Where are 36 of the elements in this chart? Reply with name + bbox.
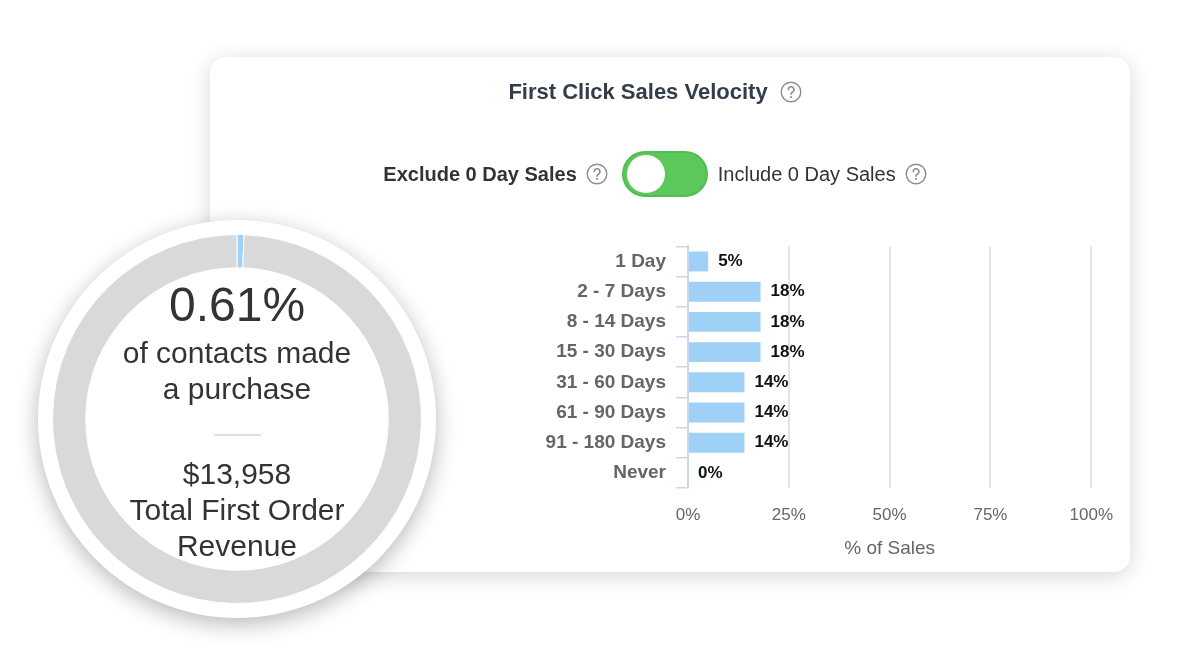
y-tick-label: 91 - 180 Days [545, 430, 666, 452]
y-tick-label: 2 - 7 Days [577, 279, 666, 301]
y-tick-label: 1 Day [615, 249, 667, 271]
data-label: 14% [754, 371, 789, 391]
x-tick-label: 0% [675, 504, 701, 524]
bar [689, 251, 709, 272]
bar [689, 432, 745, 453]
data-label: 5% [718, 251, 743, 271]
x-axis-title: % of Sales [844, 536, 936, 558]
bar [689, 311, 761, 332]
bar [689, 281, 761, 302]
data-label: 18% [770, 341, 805, 361]
data-label: 14% [754, 402, 789, 422]
text: $13,958 [182, 457, 292, 491]
text: of contacts made a purchase [122, 336, 352, 406]
y-tick-label: Never [613, 461, 667, 483]
text: Include 0 Day Sales [717, 162, 896, 186]
y-tick-label: 15 - 30 Days [556, 340, 666, 362]
data-label: 18% [770, 281, 805, 301]
y-tick-label: 61 - 90 Days [556, 400, 666, 422]
data-label: 0% [698, 462, 723, 482]
y-tick-label: 31 - 60 Days [556, 370, 666, 392]
text: Total First Order Revenue [129, 493, 345, 563]
y-tick-label: 8 - 14 Days [566, 310, 666, 332]
bar [689, 372, 745, 393]
bar [689, 402, 745, 423]
x-tick-label: 50% [872, 504, 907, 524]
x-tick-label: 100% [1069, 504, 1113, 524]
data-label: 14% [754, 432, 789, 452]
chart-title: First Click Sales Velocity [508, 79, 768, 105]
text: 0.61% [168, 278, 306, 332]
bar [689, 342, 761, 363]
x-tick-label: 75% [973, 504, 1008, 524]
data-label: 18% [770, 311, 805, 331]
text: Exclude 0 Day Sales [383, 162, 577, 186]
x-tick-label: 25% [771, 504, 806, 524]
